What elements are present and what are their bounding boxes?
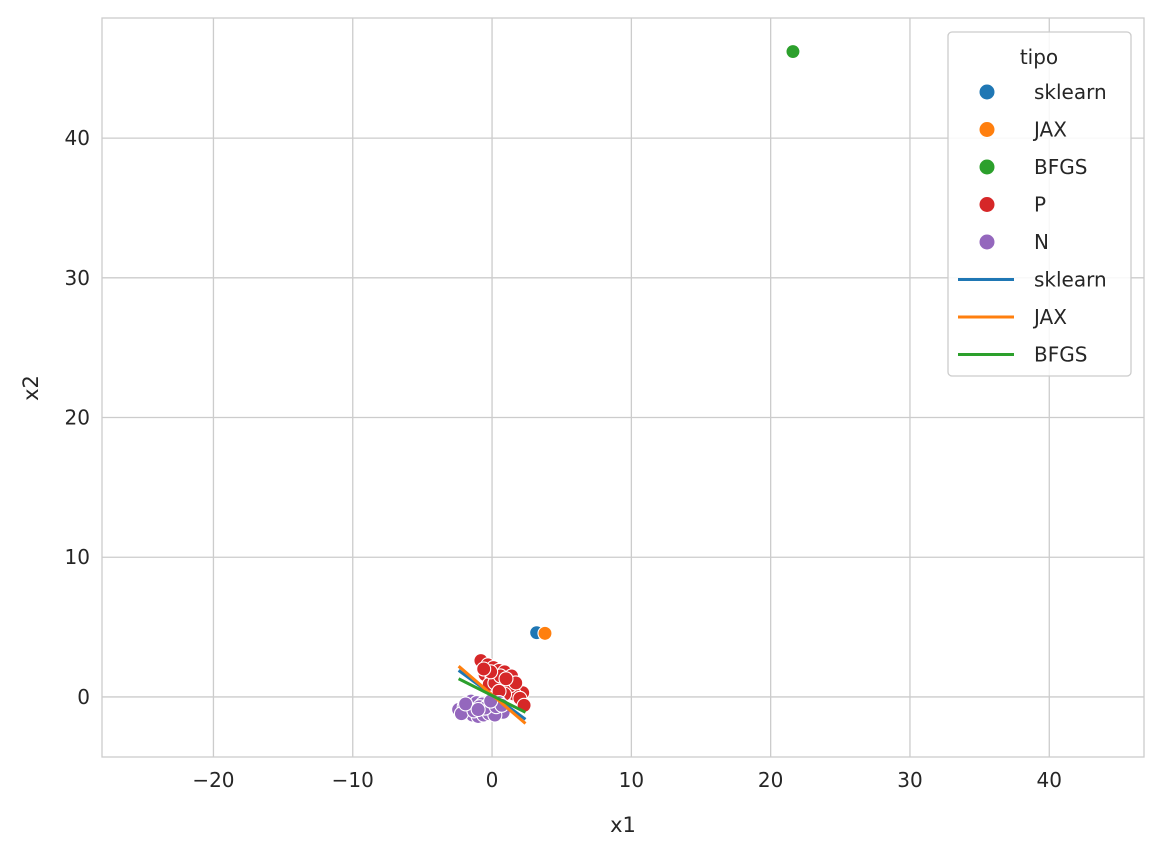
y-tick-label: 20: [65, 406, 90, 430]
scatter-point-p: [476, 661, 492, 677]
x-tick-label: 10: [619, 768, 644, 792]
y-axis-label: x2: [19, 375, 43, 401]
x-tick-label: 20: [758, 768, 783, 792]
scatter-point-bfgs: [785, 43, 801, 60]
legend-marker-bfgs: [978, 158, 996, 176]
x-tick-label: −20: [192, 768, 234, 792]
legend-label: sklearn: [1034, 268, 1107, 292]
scatter-point-p: [498, 671, 514, 687]
legend-title: tipo: [1020, 45, 1058, 69]
y-tick-label: 30: [65, 266, 90, 290]
legend-label: JAX: [1032, 118, 1067, 142]
scatter-point-jax: [537, 625, 553, 641]
line-series: [457, 665, 527, 725]
x-tick-label: −10: [332, 768, 374, 792]
legend-label: P: [1034, 193, 1046, 217]
y-tick-labels: 0 10 20 30 40: [65, 126, 90, 709]
scatter-points: [451, 43, 801, 725]
legend-label: JAX: [1032, 305, 1067, 329]
legend-marker-jax: [978, 121, 996, 138]
grid: [102, 18, 1144, 757]
x-axis-label: x1: [610, 813, 636, 837]
x-tick-label: 40: [1037, 768, 1062, 792]
legend-label: BFGS: [1034, 343, 1087, 367]
scatter-point-n: [470, 701, 486, 718]
x-tick-label: 30: [897, 768, 922, 792]
legend-label: N: [1034, 230, 1049, 254]
scatter-point-n: [458, 696, 474, 712]
y-tick-label: 40: [65, 126, 90, 150]
legend-label: sklearn: [1034, 80, 1107, 104]
legend-marker-sklearn: [978, 83, 996, 101]
legend-marker-p: [978, 196, 996, 213]
x-tick-label: 0: [486, 768, 499, 792]
line-bfgs: [457, 677, 527, 714]
legend-marker-n: [978, 233, 996, 251]
legend-label: BFGS: [1034, 155, 1087, 179]
x-tick-labels: −20 −10 0 10 20 30 40: [192, 768, 1062, 792]
y-tick-label: 0: [77, 685, 90, 709]
legend-box: [947, 31, 1132, 377]
y-tick-label: 10: [65, 545, 90, 569]
